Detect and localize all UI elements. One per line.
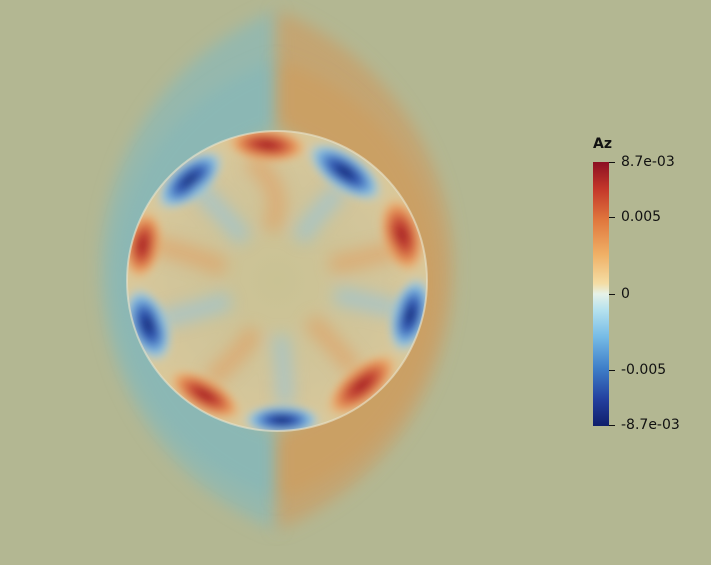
colorbar-tick-min [609,425,615,426]
colorbar-tick-label-zero: 0 [621,286,630,302]
colorbar-tick-0005 [609,217,615,218]
colorbar-tick-label-max: 8.7e-03 [621,154,675,170]
lobe-blue-top-right [306,141,384,203]
colorbar-legend: Az 8.7e-03 0.005 0 -0.005 -8.7e-03 [593,136,711,436]
colorbar-gradient [593,162,609,426]
colorbar-tick-label-min: -8.7e-03 [621,417,680,433]
colorbar-tick-label-0005: 0.005 [621,209,662,225]
lobe-blue-upper-left [155,148,225,212]
rotor-edge [126,130,428,432]
colorbar-tick-zero [609,294,615,295]
colorbar-tick-max [609,162,615,163]
lobe-red-bottom-left [167,368,243,422]
colorbar-title: Az [593,136,612,152]
positive-halo-inner [277,60,440,500]
lobe-red-bottom-right [325,352,399,418]
negative-halo-inner [114,60,277,500]
colorbar-tick-label-neg0005: -0.005 [621,362,667,378]
colorbar-tick-neg0005 [609,370,615,371]
lobe-red-top [225,131,309,164]
